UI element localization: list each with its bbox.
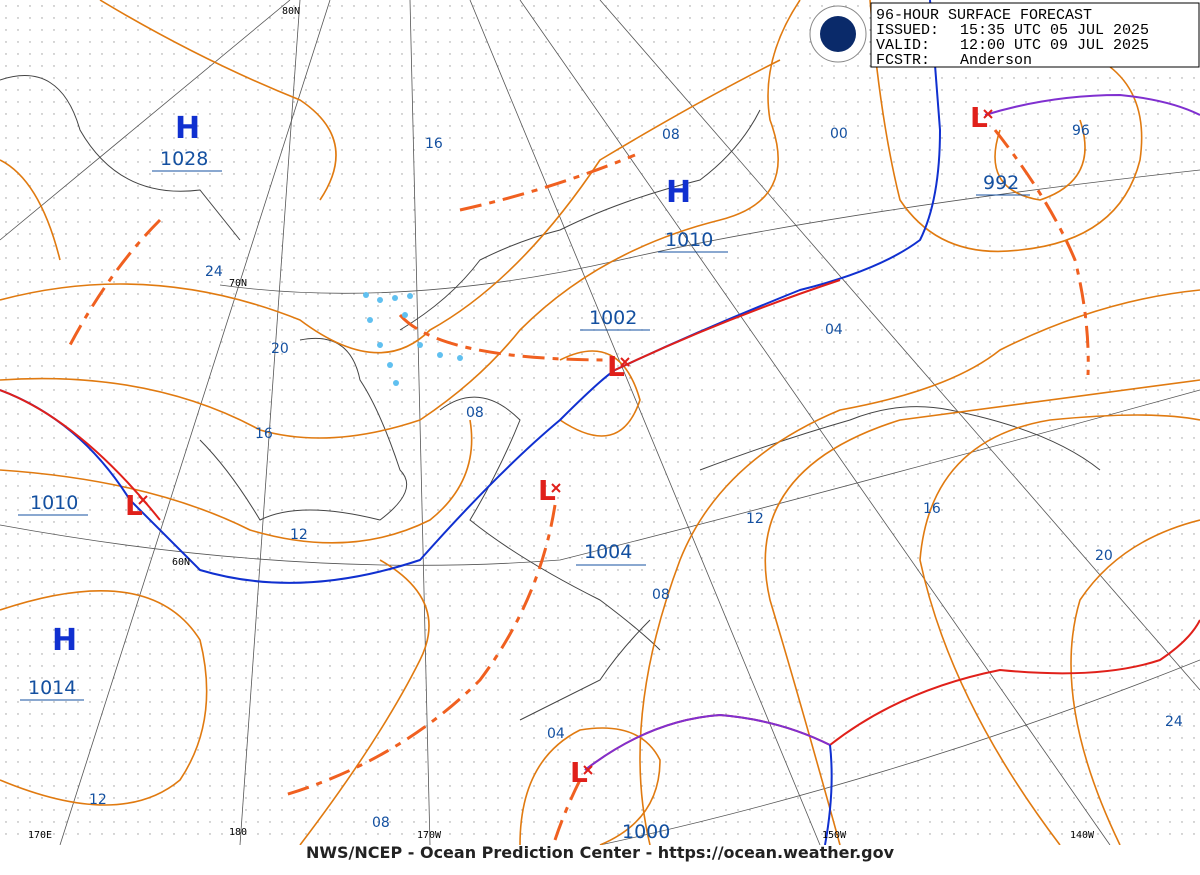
lon-label: 170W [417,830,442,841]
isobar-label: 04 [547,726,565,742]
pressure-value: 1014 [28,677,76,699]
forecaster: Anderson [960,52,1032,69]
pressure-value: 992 [983,172,1019,194]
noaa-logo-inner [820,16,856,52]
isobar-label: 08 [372,815,390,831]
low-symbol: L [125,489,143,522]
isobar-label: 20 [271,341,289,357]
isobar-label: 12 [290,527,308,543]
header-title: 96-HOUR SURFACE FORECAST [876,7,1092,24]
lon-label: 140W [1070,830,1095,841]
lat-label: 70N [229,278,247,289]
low-symbol: L [607,350,625,383]
footer: NWS/NCEP - Ocean Prediction Center - htt… [306,843,895,862]
isobar-label: 12 [89,792,107,808]
isobars [0,0,1200,846]
isobar-label: 08 [652,587,670,603]
isobar-label: 04 [825,322,843,338]
isobar-label: 24 [1165,714,1183,730]
isobar-labels: 16 08 00 96 24 20 04 08 16 12 12 16 20 0… [89,123,1183,831]
isobar-label: 16 [425,136,443,152]
forecaster-label: FCSTR: [876,52,930,69]
low-markers [138,109,993,775]
pressure-value: 1010 [30,492,78,514]
isobar-label: 96 [1072,123,1090,139]
grid-labels: 80N 70N 60N 170E 180 170W 150W 140W [28,6,1095,841]
lat-label: 80N [282,6,300,17]
pressure-value: 1000 [622,821,670,843]
valid-time: 12:00 UTC 09 JUL 2025 [960,37,1149,54]
lon-label: 180 [229,827,247,838]
header-box [870,2,1200,68]
lon-label: 170E [28,830,52,841]
high-symbol: H [175,111,200,146]
pressure-value: 1028 [160,148,208,170]
high-symbol: H [52,623,77,658]
pressure-value: 1010 [665,229,713,251]
isobar-label: 00 [830,126,848,142]
low-symbol: L [970,101,988,134]
isobar-label: 12 [746,511,764,527]
high-symbol: H [666,175,691,210]
isobar-label: 08 [466,405,484,421]
issued-time: 15:35 UTC 05 JUL 2025 [960,22,1149,39]
isobar-label: 24 [205,264,223,280]
valid-label: VALID: [876,37,930,54]
lat-label: 60N [172,557,190,568]
pressure-centers: H 1028 H 1010 H 1014 L 992 L 1002 L 1010… [18,101,1030,843]
footer-band [0,845,1200,875]
isobar-label: 08 [662,127,680,143]
lon-label: 150W [822,830,847,841]
isobar-label: 16 [923,501,941,517]
pressure-value: 1002 [589,307,637,329]
low-symbol: L [538,474,556,507]
isobar-label: 20 [1095,548,1113,564]
issued-label: ISSUED: [876,22,939,39]
coastlines [0,75,1101,721]
isobar-label: 16 [255,426,273,442]
pressure-value: 1004 [584,541,632,563]
low-symbol: L [570,756,588,789]
